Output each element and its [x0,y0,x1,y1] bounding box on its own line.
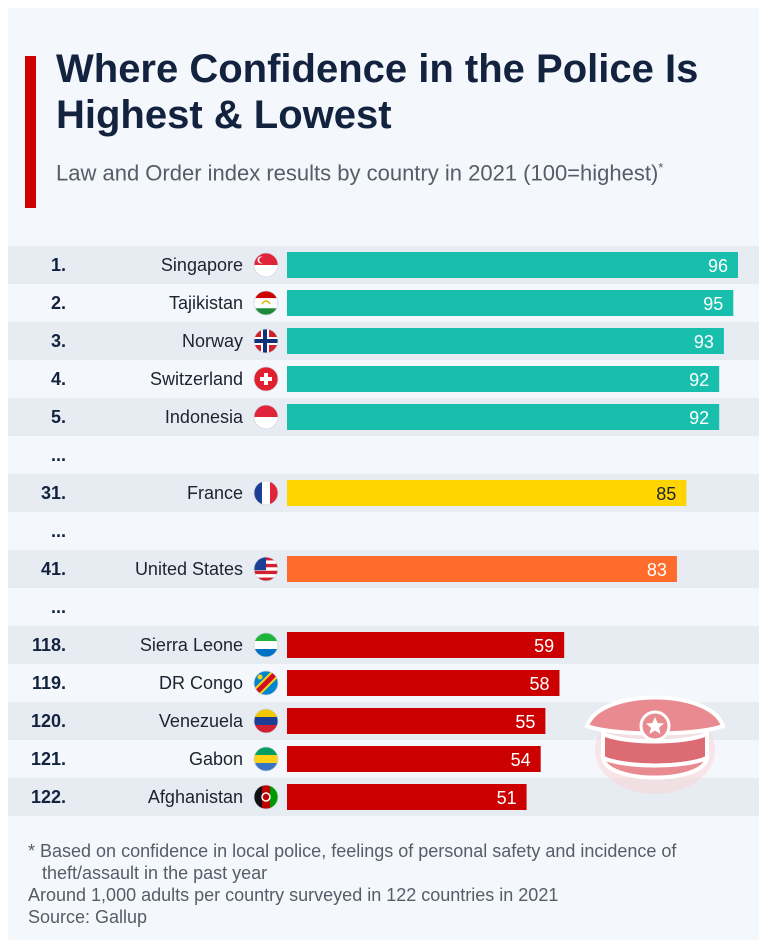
bar-united-states [287,556,677,582]
rank-label: 3. [51,331,66,351]
bar-tajikistan [287,290,734,316]
rank-label: 31. [41,483,66,503]
value-label: 55 [515,712,535,732]
value-label: 58 [529,674,549,694]
title-accent-bar [25,56,36,208]
value-label: 83 [647,560,667,580]
norway-flag-icon [253,328,279,354]
ellipsis-row: ... [51,445,66,465]
rank-label: 2. [51,293,66,313]
subtitle-footnote-mark: * [658,160,664,175]
ellipsis-row: ... [51,521,66,541]
rank-label: 120. [31,711,66,731]
venezuela-flag-icon [253,708,279,734]
country-label: Indonesia [165,407,244,427]
value-label: 95 [703,294,723,314]
subtitle-text: Law and Order index results by country i… [56,160,659,186]
rank-label: 41. [41,559,66,579]
bar-singapore [287,252,738,278]
country-label: Venezuela [159,711,244,731]
country-label: Tajikistan [169,293,243,313]
bar-sierra-leone [287,632,565,658]
police-cap-icon [584,695,726,794]
rank-label: 4. [51,369,66,389]
rank-label: 119. [32,673,66,693]
rank-label: 122. [31,787,66,807]
chart-subtitle: Law and Order index results by country i… [56,154,676,187]
footnote-line-2: theft/assault in the past year [42,863,268,883]
usa-flag-icon [253,556,279,582]
country-label: Norway [182,331,243,351]
value-label: 51 [497,788,517,808]
value-label: 96 [708,256,728,276]
sierra-leone-flag-icon [253,632,279,658]
country-label: Switzerland [150,369,243,389]
value-label: 85 [656,484,676,504]
bar-switzerland [287,366,720,392]
country-label: France [187,483,243,503]
switzerland-flag-icon [253,366,279,392]
bar-norway [287,328,724,354]
chart-title: Where Confidence in the Police Is Highes… [56,47,699,137]
footnote: * Based on confidence in local police, f… [28,840,748,928]
rank-label: 5. [51,407,66,427]
indonesia-flag-icon [253,404,279,430]
value-label: 93 [694,332,714,352]
singapore-flag-icon [253,252,279,278]
country-label: United States [135,559,243,579]
value-label: 92 [689,408,709,428]
bar-afghanistan [287,784,527,810]
afghanistan-flag-icon [253,784,279,810]
rank-label: 1. [51,255,66,275]
footnote-line-3: Around 1,000 adults per country surveyed… [28,885,559,905]
france-flag-icon [253,480,279,506]
country-label: Gabon [189,749,243,769]
country-label: DR Congo [159,673,243,693]
ellipsis-row: ... [51,597,66,617]
value-label: 54 [511,750,531,770]
bar-gabon [287,746,541,772]
country-label: Sierra Leone [140,635,243,655]
rank-label: 121. [31,749,66,769]
bar-france [287,480,687,506]
bar-dr-congo [287,670,560,696]
country-label: Afghanistan [148,787,243,807]
dr-congo-flag-icon [253,670,279,696]
source-line: Source: Gallup [28,907,148,927]
tajikistan-flag-icon [253,290,279,316]
bar-indonesia [287,404,720,430]
rank-label: 118. [32,635,66,655]
gabon-flag-icon [253,746,279,772]
value-label: 59 [534,636,554,656]
bar-venezuela [287,708,546,734]
country-label: Singapore [161,255,243,275]
footnote-line-1: * Based on confidence in local police, f… [28,841,677,861]
value-label: 92 [689,370,709,390]
